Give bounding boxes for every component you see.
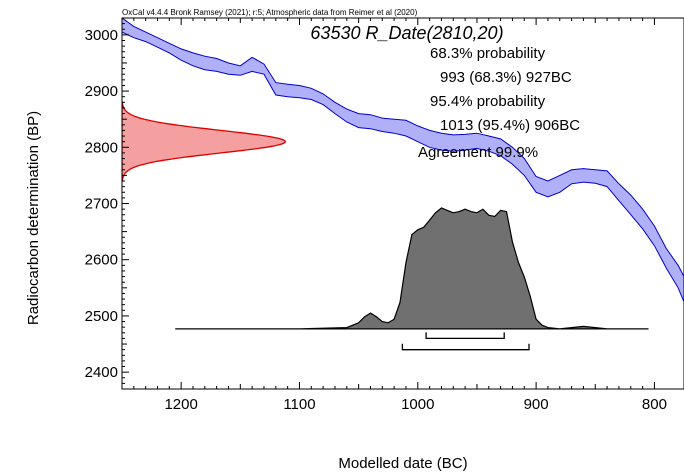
x-axis-label: Modelled date (BC) [338, 455, 467, 472]
info-line-3: 95.4% probability [430, 93, 546, 110]
y-tick-label: 2700 [85, 196, 118, 213]
info-line-4: 1013 (95.4%) 906BC [440, 117, 580, 134]
x-tick-label: 1100 [283, 396, 315, 413]
radiocarbon-distribution [122, 101, 286, 182]
y-tick-label: 2600 [85, 252, 118, 269]
info-line-5: Agreement 99.9% [418, 144, 538, 161]
x-tick-label: 900 [524, 396, 549, 413]
range-bracket-1 [425, 332, 505, 340]
y-tick-label: 2400 [85, 364, 118, 381]
info-line-2: 993 (68.3%) 927BC [440, 69, 572, 86]
chart-header: OxCal v4.4.4 Bronk Ramsey (2021); r:5; A… [122, 8, 418, 17]
range-bracket-2 [401, 343, 530, 351]
x-tick-label: 1000 [401, 396, 434, 413]
y-tick-label: 2900 [85, 83, 118, 100]
y-tick-label: 3000 [85, 27, 118, 44]
sample-title: 63530 R_Date(2810,20) [310, 23, 503, 43]
y-tick-label: 2800 [85, 139, 118, 156]
info-line-1: 68.3% probability [430, 45, 546, 62]
calibration-band [122, 18, 684, 303]
y-tick-label: 2500 [85, 308, 118, 325]
posterior-distribution [175, 207, 649, 330]
y-axis-label: Radiocarbon determination (BP) [25, 111, 42, 325]
x-tick-label: 1200 [164, 396, 197, 413]
x-tick-label: 800 [642, 396, 667, 413]
plot-frame [121, 17, 684, 390]
